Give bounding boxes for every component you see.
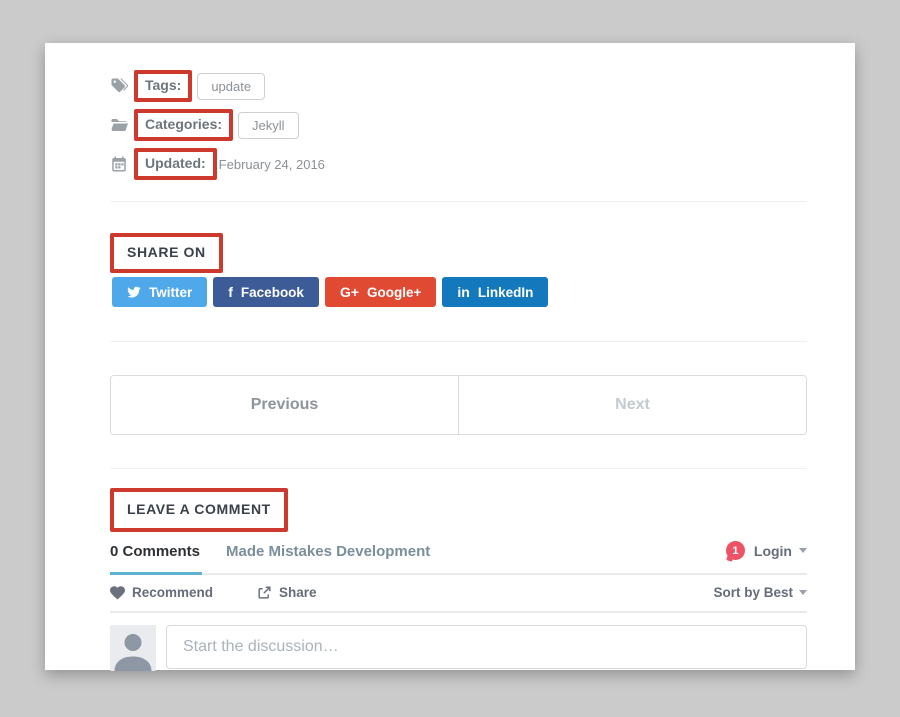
updated-date: February 24, 2016 — [218, 156, 325, 172]
share-heading: SHARE ON — [127, 244, 206, 260]
share-buttons: Twitter f Facebook G+ Google+ in LinkedI… — [112, 277, 807, 307]
updated-label-annotation-box: Updated: — [134, 148, 217, 180]
twitter-share-button[interactable]: Twitter — [112, 277, 208, 307]
post-pagination: Previous Next — [110, 375, 807, 435]
categories-row: Categories: Jekyll — [110, 109, 807, 141]
post-footer-card: Tags: update Categories: Jekyll Updated:… — [45, 43, 855, 671]
categories-label: Categories: — [145, 116, 223, 132]
disqus-header: 0 Comments Made Mistakes Development 1 L… — [110, 541, 807, 575]
facebook-icon: f — [228, 284, 233, 300]
share-icon — [258, 586, 271, 599]
divider — [110, 468, 807, 469]
disqus-actions-bar: Recommend Share Sort by Best — [110, 575, 807, 613]
tag-pill-update[interactable]: update — [197, 72, 266, 100]
share-heading-annotation-box: SHARE ON — [110, 233, 223, 273]
login-label: Login — [753, 542, 792, 559]
divider — [110, 201, 807, 202]
googleplus-button-label: Google+ — [367, 284, 422, 300]
sort-label: Sort by Best — [713, 585, 793, 600]
googleplus-share-button[interactable]: G+ Google+ — [324, 277, 437, 307]
tags-label: Tags: — [145, 77, 182, 93]
comments-heading: LEAVE A COMMENT — [127, 501, 271, 517]
notification-badge[interactable]: 1 — [725, 541, 745, 560]
person-icon — [110, 625, 156, 671]
googleplus-icon: G+ — [339, 284, 360, 300]
comments-heading-annotation-box: LEAVE A COMMENT — [110, 488, 288, 532]
next-post-button[interactable]: Next — [459, 376, 806, 434]
chevron-down-icon — [799, 548, 807, 553]
category-pill-jekyll[interactable]: Jekyll — [238, 111, 299, 139]
tags-row: Tags: update — [110, 70, 807, 102]
comment-count-label: 0 Comments — [110, 543, 201, 560]
tags-icon — [110, 77, 128, 95]
folder-icon — [110, 116, 128, 134]
tab-comment-count[interactable]: 0 Comments — [110, 543, 203, 575]
calendar-icon — [110, 155, 128, 173]
facebook-share-button[interactable]: f Facebook — [213, 277, 319, 307]
comment-form — [110, 625, 807, 671]
sort-dropdown[interactable]: Sort by Best — [713, 585, 807, 600]
login-dropdown[interactable]: 1 Login — [725, 541, 807, 560]
twitter-icon — [127, 285, 141, 299]
chevron-down-icon — [799, 590, 807, 595]
recommend-button[interactable]: Recommend — [110, 585, 213, 600]
recommend-label: Recommend — [132, 585, 214, 600]
tags-label-annotation-box: Tags: — [134, 70, 193, 102]
previous-post-button[interactable]: Previous — [111, 376, 459, 434]
updated-label: Updated: — [145, 155, 206, 171]
share-comment-button[interactable]: Share — [257, 585, 317, 600]
facebook-button-label: Facebook — [240, 284, 304, 300]
categories-label-annotation-box: Categories: — [134, 109, 234, 141]
divider — [110, 341, 807, 342]
heart-icon — [110, 585, 125, 599]
linkedin-share-button[interactable]: in LinkedIn — [442, 277, 549, 307]
twitter-button-label: Twitter — [149, 284, 193, 300]
active-tab-underline — [110, 572, 203, 575]
linkedin-icon: in — [457, 284, 470, 300]
linkedin-button-label: LinkedIn — [477, 284, 534, 300]
avatar — [110, 625, 156, 671]
updated-row: Updated: February 24, 2016 — [110, 148, 807, 180]
tab-community[interactable]: Made Mistakes Development — [226, 543, 431, 560]
comment-input[interactable] — [166, 625, 807, 669]
share-label: Share — [279, 585, 317, 600]
